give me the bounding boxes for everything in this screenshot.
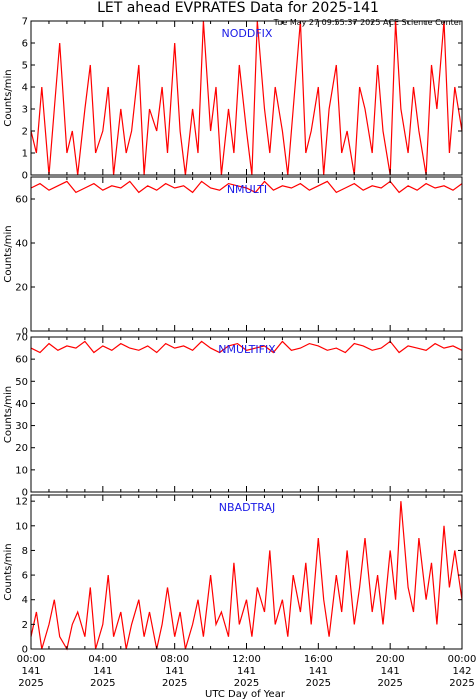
y-tick-label: 50 [15, 377, 28, 388]
panel-noddfix: 0 1 2 3 4 5 6 7 Counts/min NODDFIX [3, 17, 463, 182]
x-tick-day: 141 [309, 666, 328, 677]
y-tick-label: 0 [22, 645, 28, 656]
y-tick-label: 0 [22, 171, 28, 182]
y-tick-label: 30 [15, 421, 28, 432]
panel-nmulti: 0 20 40 60 Counts/min NMULTI [3, 176, 463, 338]
y-tick-label: 40 [15, 239, 28, 250]
y-tick-label: 0 [22, 327, 28, 338]
y-tick-label: 2 [22, 620, 28, 631]
series-label: NODDFIX [222, 27, 273, 40]
y-tick-label: 20 [15, 443, 28, 454]
series-label: NMULTI [227, 183, 267, 196]
y-tick-label: 5 [22, 61, 28, 72]
figure-title: LET ahead EVPRATES Data for 2025-141 [97, 0, 379, 16]
x-tick-time: 00:00 [448, 654, 476, 665]
y-tick-label: 10 [15, 521, 28, 532]
chart-panels: 01234567Counts/minNODDFIX0204060Counts/m… [3, 17, 476, 690]
y-tick-label: 7 [22, 17, 28, 28]
y-tick-label: 0 [22, 488, 28, 499]
x-tick-year: 2025 [18, 678, 43, 689]
y-tick-label: 3 [22, 105, 28, 116]
x-tick-day: 141 [381, 666, 400, 677]
y-tick-label: 70 [15, 333, 28, 344]
plot-frame [30, 176, 463, 332]
plot-frame [30, 336, 463, 493]
x-tick-day: 141 [165, 666, 184, 677]
y-tick-label: 40 [15, 399, 28, 410]
x-tick-time: 12:00 [232, 654, 261, 665]
x-tick-time: 00:00 [17, 654, 46, 665]
x-tick-day: 141 [93, 666, 112, 677]
x-tick-time: 08:00 [160, 654, 189, 665]
x-tick-year: 2025 [306, 678, 331, 689]
x-tick-time: 04:00 [88, 654, 117, 665]
series-line-nbadtraj [30, 501, 463, 651]
y-tick-label: 60 [15, 355, 28, 366]
y-tick-label: 6 [22, 571, 28, 582]
y-tick-label: 12 [15, 497, 28, 508]
x-tick-year: 2025 [162, 678, 187, 689]
x-tick-day: 142 [452, 666, 471, 677]
series-line-noddfix [30, 20, 463, 176]
y-tick-label: 20 [15, 283, 28, 294]
y-tick-label: 4 [22, 595, 28, 606]
y-tick-label: 6 [22, 39, 28, 50]
generation-timestamp: Tue May 27 09:55:37 2025 ACE Science Cen… [273, 18, 463, 27]
y-tick-label: 10 [15, 465, 28, 476]
y-tick-label: 1 [22, 149, 28, 160]
x-tick-year: 2025 [377, 678, 402, 689]
y-tick-label: 4 [22, 83, 28, 94]
x-tick-labels: 00:00141202504:00141202508:00141202512:0… [17, 654, 476, 689]
x-axis-label: UTC Day of Year [205, 689, 286, 700]
panel-nbadtraj: 0 2 4 6 8 10 12 Counts/min NBADTRAJ [3, 494, 463, 656]
series-label: NMULTIFIX [218, 343, 276, 356]
x-tick-year: 2025 [449, 678, 474, 689]
y-axis-label: Counts/min [3, 225, 14, 282]
y-tick-label: 2 [22, 127, 28, 138]
x-tick-year: 2025 [90, 678, 115, 689]
x-tick-day: 141 [237, 666, 256, 677]
series-label: NBADTRAJ [219, 501, 275, 514]
y-axis-label: Counts/min [3, 69, 14, 126]
y-axis-label: Counts/min [3, 543, 14, 600]
panel-nmultifix: 0 10 20 30 40 50 60 70 Counts/min NMULTIFIX [3, 333, 463, 499]
x-tick-day: 141 [21, 666, 40, 677]
y-tick-label: 8 [22, 546, 28, 557]
x-tick-time: 16:00 [304, 654, 333, 665]
x-tick-year: 2025 [234, 678, 259, 689]
x-tick-time: 20:00 [376, 654, 405, 665]
y-tick-label: 60 [15, 195, 28, 206]
y-axis-label: Counts/min [3, 386, 14, 443]
